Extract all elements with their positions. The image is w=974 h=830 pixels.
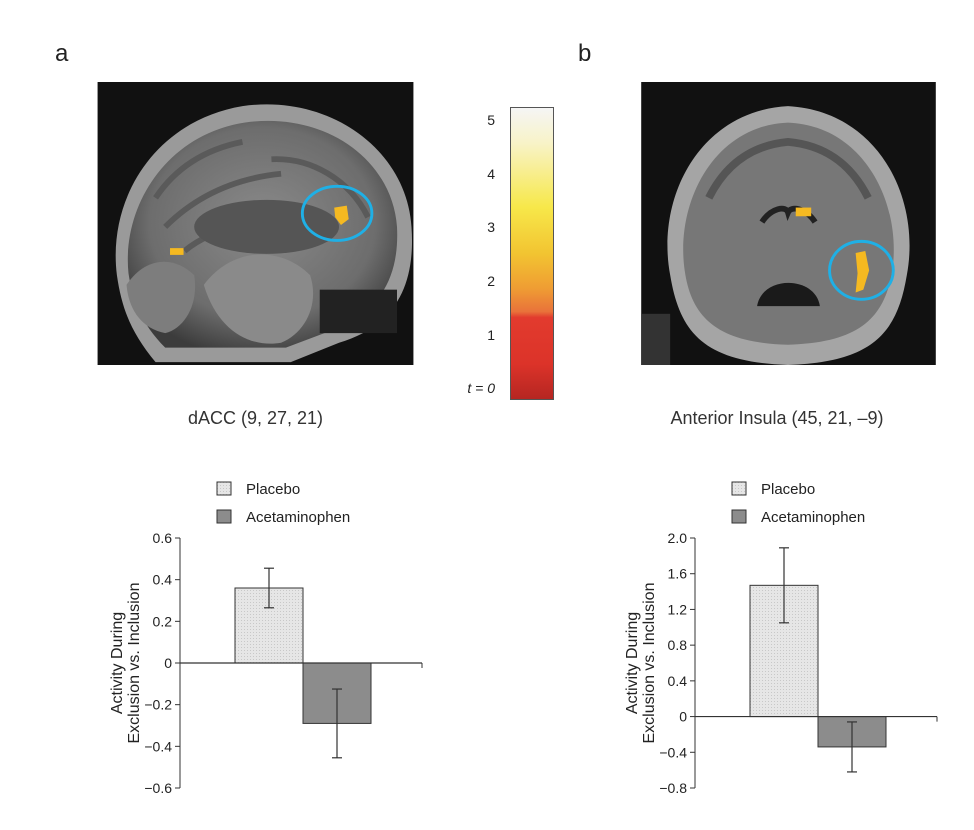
y-axis-label: Activity DuringExclusion vs. Inclusion	[624, 583, 658, 744]
caption-dacc: dACC (9, 27, 21)	[187, 408, 324, 428]
legend-label-placebo: Placebo	[761, 481, 815, 498]
y-tick-label: 2.0	[668, 530, 688, 546]
y-tick-label: −0.2	[144, 697, 172, 713]
y-tick-label: 0	[679, 709, 687, 725]
y-tick-label: −0.4	[144, 738, 172, 754]
coronal-brain-image	[641, 82, 936, 365]
colorbar-tick-4: 4	[487, 166, 495, 182]
caption-anterior-insula: Anterior Insula (45, 21, –9)	[670, 408, 884, 428]
legend-label-acetaminophen: Acetaminophen	[246, 509, 350, 526]
y-tick-label: 0.8	[668, 637, 688, 653]
y-tick-label: 1.6	[668, 566, 688, 582]
y-tick-label: 0.4	[153, 572, 173, 588]
legend-label-acetaminophen: Acetaminophen	[761, 509, 865, 526]
colorbar-tick-1: 1	[487, 327, 495, 343]
chart-dacc: Placebo Acetaminophen 0.6 0.4 0.2 0 −0.2 −0.4 −0…	[109, 481, 423, 796]
chart-anterior-insula: Placebo Acetaminophen 2.0 1.6 1.2 0.8 0.4 0 −0.4…	[624, 481, 938, 796]
colorbar-tick-5: 5	[487, 112, 495, 128]
colorbar-tick-2: 2	[487, 273, 495, 289]
y-axis-label: Activity DuringExclusion vs. Inclusion	[109, 583, 143, 744]
y-tick-label: 0.2	[153, 613, 173, 629]
legend-swatch-placebo	[216, 481, 232, 496]
legend-label-placebo: Placebo	[246, 481, 300, 498]
legend-swatch-acetaminophen	[216, 509, 232, 524]
panel-letter-a: a	[55, 40, 69, 67]
colorbar-tick-0: t = 0	[467, 380, 495, 396]
y-tick-label: 0	[164, 655, 172, 671]
panel-letter-b: b	[578, 40, 592, 67]
y-tick-label: −0.8	[659, 780, 687, 796]
legend-swatch-acetaminophen	[731, 509, 747, 524]
y-tick-label: −0.6	[144, 780, 172, 796]
t-statistic-colorbar	[510, 107, 554, 400]
y-tick-label: 0.4	[668, 673, 688, 689]
colorbar-tick-3: 3	[487, 219, 495, 235]
sagittal-brain-image	[97, 82, 414, 365]
y-tick-label: 1.2	[668, 601, 688, 617]
y-tick-label: −0.4	[659, 744, 687, 760]
legend-swatch-placebo	[731, 481, 747, 496]
y-tick-label: 0.6	[153, 530, 173, 546]
